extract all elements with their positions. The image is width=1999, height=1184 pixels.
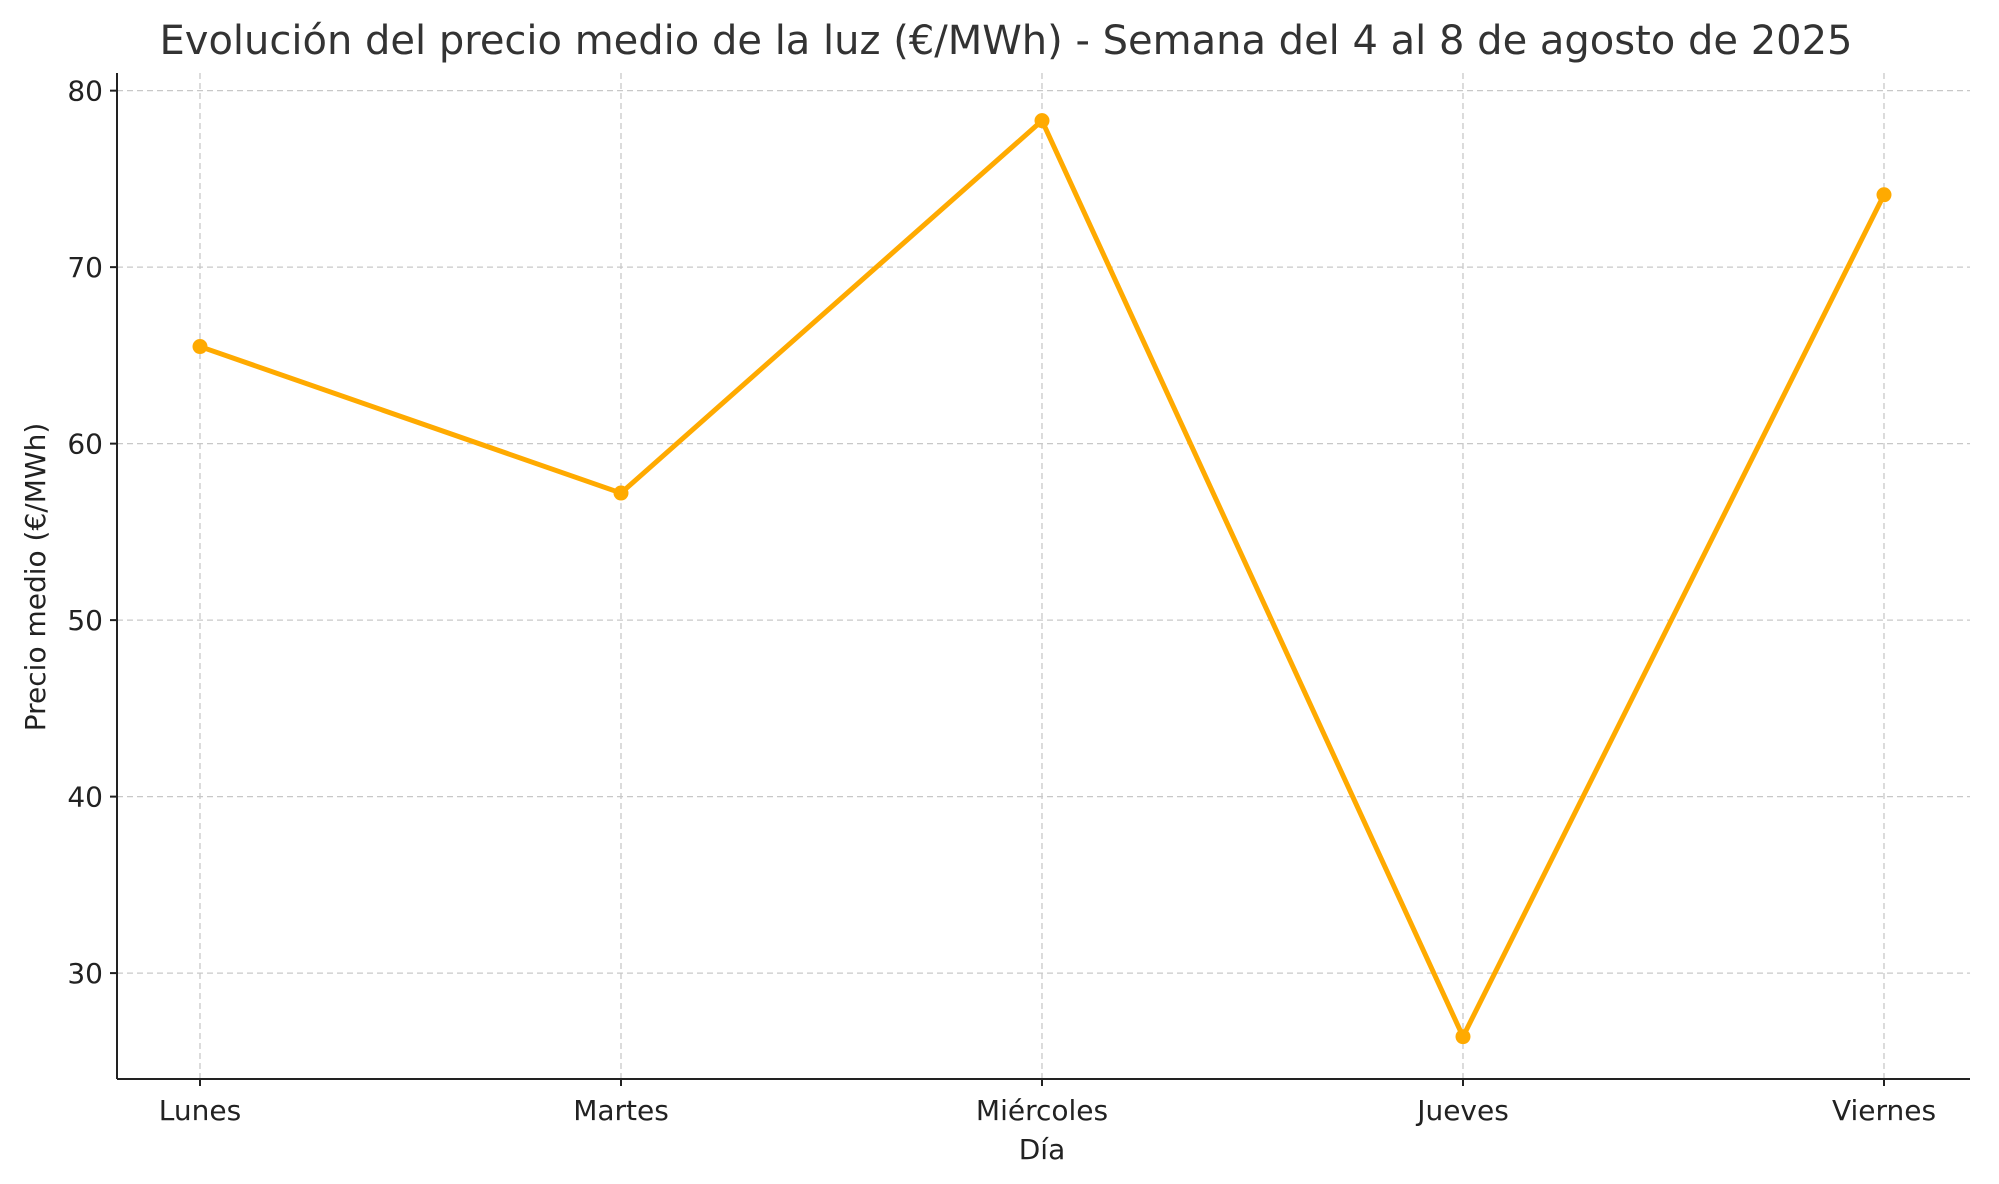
chart-title: Evolución del precio medio de la luz (€/… [160, 18, 1853, 64]
y-tick-label: 60 [67, 428, 103, 461]
x-tick-label: Lunes [159, 1094, 241, 1127]
tick-labels: 30 40 50 60 70 80 Lunes Martes Miércoles Jueves Vi… [67, 75, 1936, 1127]
axis-layer [116, 73, 1970, 1080]
data-point-marker [1034, 113, 1050, 129]
data-point-marker [192, 339, 208, 355]
y-axis-label: Precio medio (€/MWh) [19, 423, 52, 732]
data-point-marker [1876, 187, 1892, 203]
x-tick-label: Viernes [1832, 1094, 1936, 1127]
data-point-marker [613, 485, 629, 501]
y-tick-label: 70 [67, 251, 103, 284]
x-axis-label: Día [1019, 1133, 1066, 1166]
x-tick-label: Martes [573, 1094, 669, 1127]
grid-layer [117, 73, 1970, 1079]
series-layer [192, 113, 1892, 1045]
y-tick-label: 80 [67, 75, 103, 108]
y-tick-label: 50 [67, 604, 103, 637]
x-tick-label: Miércoles [976, 1094, 1108, 1127]
y-tick-label: 40 [67, 781, 103, 814]
data-point-marker [1455, 1029, 1471, 1045]
x-tick-label: Jueves [1415, 1094, 1509, 1127]
y-tick-label: 30 [67, 957, 103, 990]
